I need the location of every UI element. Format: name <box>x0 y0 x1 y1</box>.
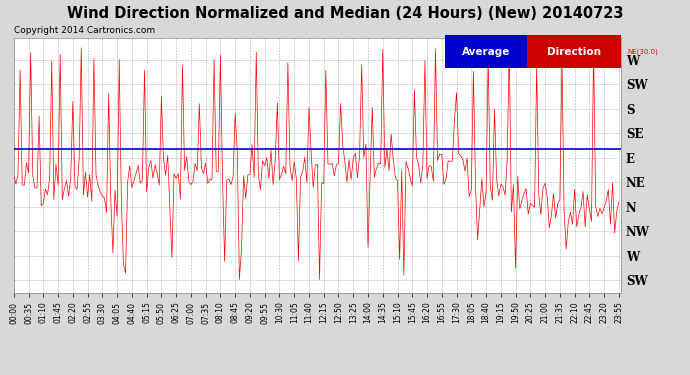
Text: NE(30.0): NE(30.0) <box>627 48 658 55</box>
FancyBboxPatch shape <box>445 35 527 68</box>
Text: Copyright 2014 Cartronics.com: Copyright 2014 Cartronics.com <box>14 26 155 35</box>
Text: Wind Direction Normalized and Median (24 Hours) (New) 20140723: Wind Direction Normalized and Median (24… <box>67 6 623 21</box>
FancyBboxPatch shape <box>527 35 621 68</box>
Text: Direction: Direction <box>547 46 601 57</box>
Text: Average: Average <box>462 46 510 57</box>
